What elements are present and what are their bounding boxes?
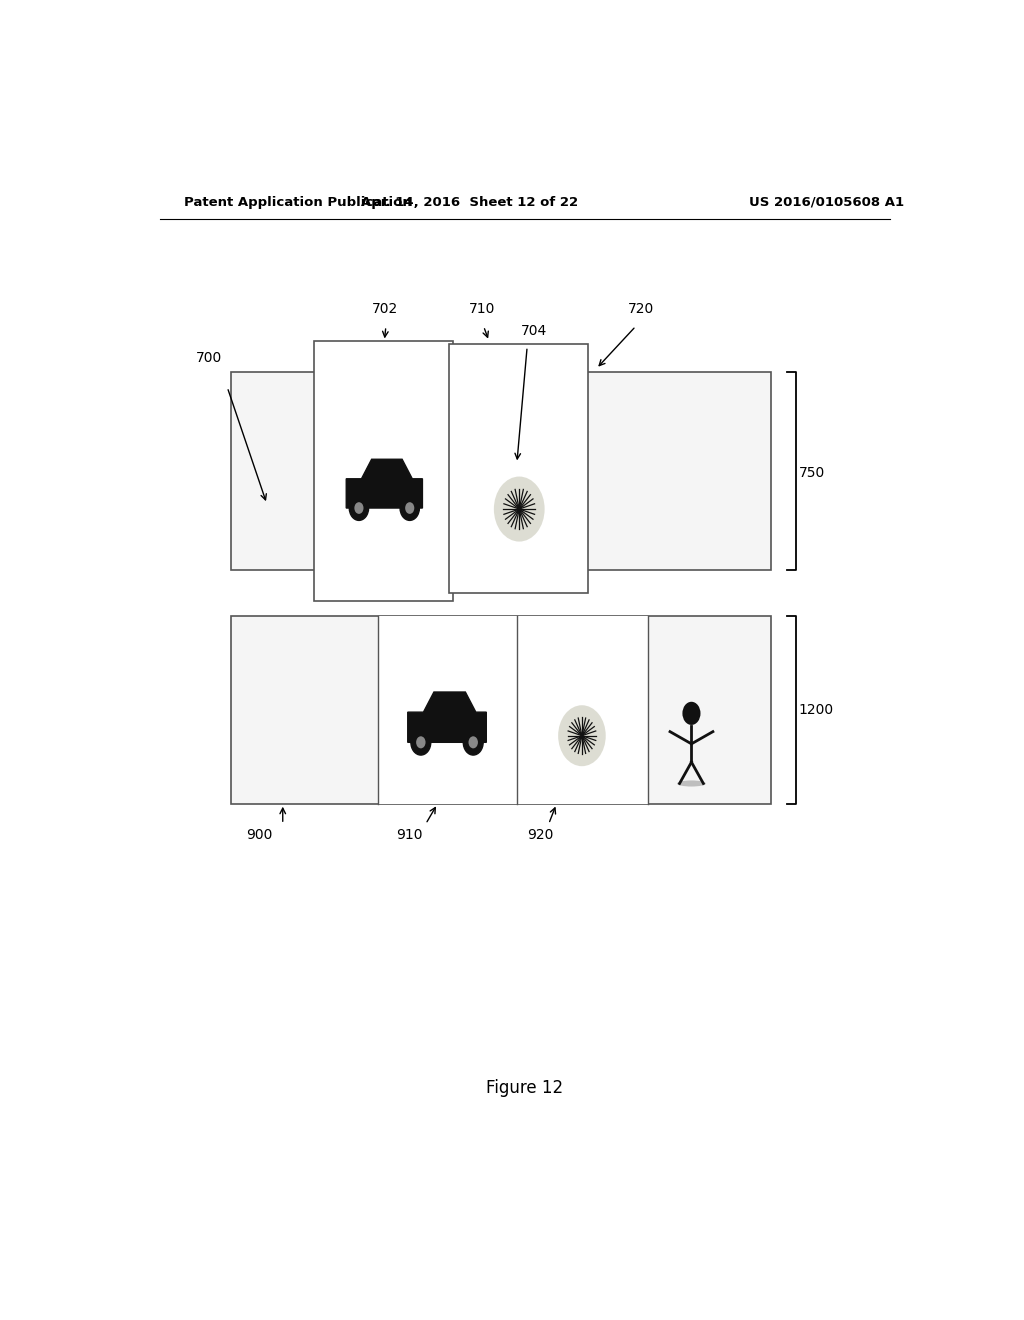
Circle shape xyxy=(463,730,483,755)
Text: 702: 702 xyxy=(372,302,398,315)
Text: Patent Application Publication: Patent Application Publication xyxy=(183,195,412,209)
Bar xyxy=(378,615,517,804)
Bar xyxy=(231,615,771,804)
Bar xyxy=(231,372,771,570)
Text: 900: 900 xyxy=(246,829,272,842)
Bar xyxy=(517,615,648,804)
Circle shape xyxy=(354,502,364,513)
Circle shape xyxy=(469,737,478,748)
Circle shape xyxy=(400,496,420,520)
Circle shape xyxy=(411,730,431,755)
Text: 710: 710 xyxy=(469,302,496,315)
Circle shape xyxy=(349,496,369,520)
Text: Figure 12: Figure 12 xyxy=(486,1080,563,1097)
Text: 910: 910 xyxy=(396,829,423,842)
Circle shape xyxy=(494,477,545,541)
Text: 720: 720 xyxy=(628,302,654,315)
Circle shape xyxy=(558,705,606,766)
Circle shape xyxy=(416,737,426,748)
Text: 704: 704 xyxy=(521,325,547,338)
Polygon shape xyxy=(408,692,486,742)
Circle shape xyxy=(406,502,415,513)
Bar xyxy=(450,345,588,594)
Text: 750: 750 xyxy=(799,466,825,480)
Text: Apr. 14, 2016  Sheet 12 of 22: Apr. 14, 2016 Sheet 12 of 22 xyxy=(360,195,578,209)
Text: US 2016/0105608 A1: US 2016/0105608 A1 xyxy=(749,195,904,209)
Text: 1200: 1200 xyxy=(799,704,834,717)
Text: 700: 700 xyxy=(196,351,222,364)
Polygon shape xyxy=(346,459,423,508)
Ellipse shape xyxy=(677,780,706,787)
Text: 920: 920 xyxy=(527,829,554,842)
Bar xyxy=(314,342,454,601)
Circle shape xyxy=(682,702,700,725)
